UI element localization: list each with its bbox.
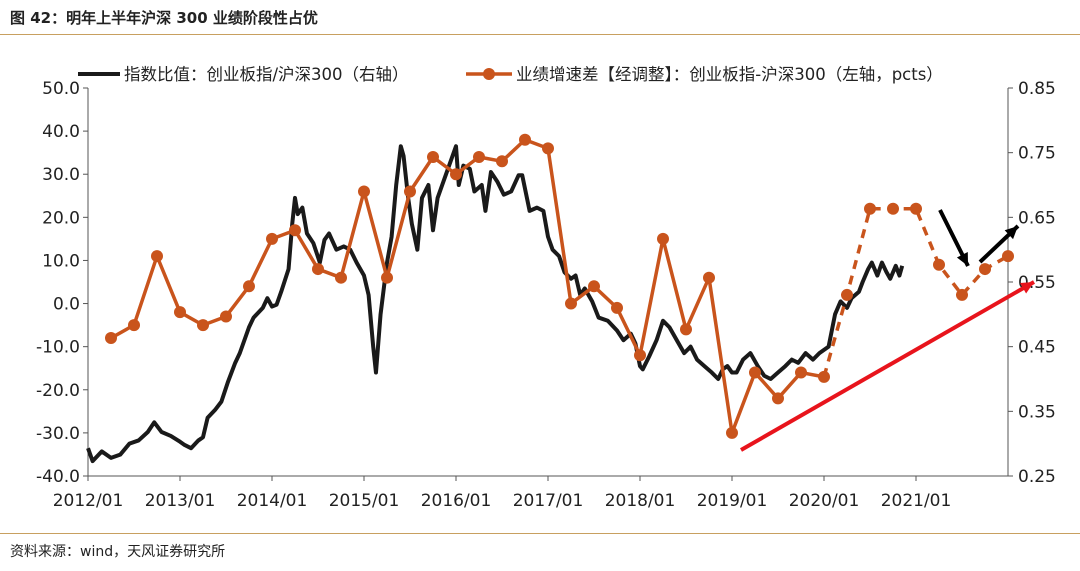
legend-growth-label: 业绩增速差【经调整】：创业板指-沪深300（左轴，pcts）: [516, 65, 943, 84]
trend-arrow: [740, 280, 1035, 452]
growth-series-point: [703, 271, 715, 284]
left-tick-label: 20.0: [42, 208, 80, 228]
growth-series-point: [680, 323, 692, 336]
left-tick-label: -10.0: [36, 338, 80, 358]
growth-series-point: [335, 271, 347, 284]
x-tick-label: 2013/01: [145, 491, 216, 511]
growth-series-point: [634, 349, 646, 362]
growth-series-point: [887, 202, 899, 215]
growth-series-line: [110, 137, 825, 435]
growth-series-point: [565, 297, 577, 310]
right-tick-label: 0.85: [1018, 79, 1056, 99]
growth-series-point: [611, 301, 623, 314]
growth-series-point: [128, 319, 140, 332]
legend-growth-marker: [483, 68, 495, 80]
growth-series-point: [933, 258, 945, 271]
left-tick-label: 0.0: [53, 295, 80, 315]
right-tick-label: 0.75: [1018, 144, 1056, 164]
growth-series-point: [450, 168, 462, 181]
left-tick-label: -30.0: [36, 424, 80, 444]
down-arrow-head: [956, 252, 968, 266]
x-tick-label: 2016/01: [421, 491, 492, 511]
top-rule: [0, 34, 1080, 35]
growth-series-point: [795, 366, 807, 379]
growth-series-point: [404, 185, 416, 198]
right-tick-label: 0.65: [1018, 208, 1056, 228]
right-tick-label: 0.35: [1018, 402, 1056, 422]
growth-series-point: [519, 133, 531, 146]
source-note: 资料来源：wind，天风证券研究所: [10, 544, 226, 560]
growth-series-point: [427, 150, 439, 163]
left-tick-label: 10.0: [42, 251, 80, 271]
growth-series-point: [174, 306, 186, 319]
growth-series-point: [105, 332, 117, 345]
bottom-rule: [0, 533, 1080, 534]
growth-series-point: [220, 310, 232, 323]
growth-series-point: [243, 280, 255, 293]
up-arrow-head: [1004, 226, 1018, 240]
growth-series-point: [979, 263, 991, 276]
figure-title: 图 42：明年上半年沪深 300 业绩阶段性占优: [0, 0, 1080, 34]
growth-series-point: [910, 202, 922, 215]
growth-series-point: [542, 142, 554, 155]
ratio-series-line: [86, 144, 905, 464]
growth-series-point: [496, 155, 508, 168]
growth-series-point: [841, 288, 853, 301]
x-tick-label: 2012/01: [53, 491, 124, 511]
growth-series-dashed: [822, 206, 1009, 378]
legend-ratio-label: 指数比值：创业板指/沪深300（右轴）: [124, 65, 409, 84]
x-tick-label: 2017/01: [513, 491, 584, 511]
growth-series-point: [1002, 250, 1014, 263]
x-tick-label: 2020/01: [789, 491, 860, 511]
left-tick-label: 50.0: [42, 79, 80, 99]
growth-series-point: [818, 370, 830, 383]
growth-series-point: [864, 202, 876, 215]
x-tick-label: 2018/01: [605, 491, 676, 511]
right-tick-label: 0.25: [1018, 467, 1056, 487]
left-tick-label: -20.0: [36, 381, 80, 401]
left-tick-label: -40.0: [36, 467, 80, 487]
figure-title-text: 图 42：明年上半年沪深 300 业绩阶段性占优: [10, 9, 318, 27]
growth-series-point: [657, 232, 669, 245]
x-tick-label: 2015/01: [329, 491, 400, 511]
growth-series-point: [772, 392, 784, 405]
growth-series-point: [473, 150, 485, 163]
growth-series-point: [151, 250, 163, 263]
left-tick-label: 30.0: [42, 165, 80, 185]
x-tick-label: 2021/01: [881, 491, 952, 511]
growth-series-point: [749, 366, 761, 379]
left-tick-label: 40.0: [42, 122, 80, 142]
growth-series-point: [381, 271, 393, 284]
growth-series-point: [266, 232, 278, 245]
growth-series-point: [956, 288, 968, 301]
growth-series-point: [358, 185, 370, 198]
trend-arrow-head: [1020, 282, 1034, 294]
x-tick-label: 2014/01: [237, 491, 308, 511]
x-tick-label: 2019/01: [697, 491, 768, 511]
right-tick-label: 0.45: [1018, 338, 1056, 358]
growth-series-point: [289, 224, 301, 237]
growth-series-point: [312, 263, 324, 276]
growth-series-point: [197, 319, 209, 332]
growth-series-point: [726, 426, 738, 439]
growth-series-point: [588, 280, 600, 293]
